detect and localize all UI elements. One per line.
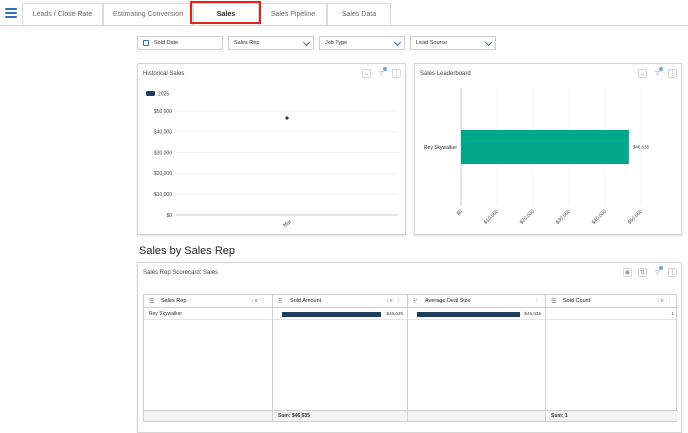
x-tick-label: $20,000 [519,208,536,225]
column-header[interactable]: ☰ Sales Rep ↓≡ ⋮ [144,295,272,308]
table-footer [144,410,272,421]
tab-leads-close-rate[interactable]: Leads / Close Rate [22,3,103,25]
menu-lines-icon: ☰ [551,299,557,305]
data-label: $46,635 [633,145,650,150]
sold-amount-sum: Sum: $46,635 [278,413,310,419]
x-tick-label: $50,000 [627,208,644,225]
sold-amount-value: $46,635 [386,311,403,316]
sold-count-value: 1 [671,311,674,316]
active-tab-highlight [190,1,261,24]
job-type-filter[interactable]: Job Type [319,36,405,50]
sales-rep-filter-label: Sales Rep [234,40,260,46]
column-header-label: Sold Amount [290,298,322,304]
more-options-icon[interactable]: ⋮ [534,298,540,304]
sales-rep-column: ☰ Sales Rep ↓≡ ⋮ Rey Skywalker [144,295,273,421]
lead-source-filter-label: Lead Source [416,40,448,46]
chevron-down-icon [393,38,402,47]
y-tick-label: Rey Skywalker [424,145,457,151]
sold-date-filter[interactable]: Sold Date [137,36,223,50]
y-tick-label: $0 [166,213,172,219]
section-title: Sales by Sales Rep [139,245,235,257]
tab-sales[interactable]: Sales [193,3,259,25]
y-tick-label: $40,000 [154,130,172,136]
x-tick-label: Mar [282,219,293,229]
sold-amount-bar [282,312,381,317]
sales-rep-filter[interactable]: Sales Rep [228,36,314,50]
y-tick-label: $20,000 [154,171,172,177]
table-footer: Sum: $46,635 [273,410,407,421]
sales-rep-scorecard-card: Sales Rep Scorecard: Sales ◉ ⇅ ▽ ⋮ [137,262,682,433]
divide-icon: ⅟ [413,299,417,305]
chevron-down-icon [302,38,311,47]
sold-amount-column: ⠿ Sold Amount ↓≡ ⋮ $46,635 Sum: $46,635 [273,295,408,421]
column-header-label: Average Deal Size [425,298,471,304]
scorecard-title: Sales Rep Scorecard: Sales [143,270,219,276]
historical-sales-card: Historical Sales ↔ ▽ ⋮ 2025 $0 $10,000 $20,… [137,63,406,235]
y-tick-label: $50,000 [154,109,172,115]
sales-rep-name: Rey Skywalker [149,311,183,317]
table-footer [408,410,545,421]
column-header[interactable]: ⠿ Sold Amount ↓≡ ⋮ [273,295,407,308]
visibility-icon[interactable]: ◉ [623,268,632,277]
table-row[interactable]: Rey Skywalker [144,309,272,320]
column-header-label: Sold Count [563,298,591,304]
tab-estimating-conversion[interactable]: Estimating Conversion [103,3,193,25]
sold-count-sum: Sum: 1 [551,413,568,419]
sales-leaderboard-title: Sales Leaderboard [420,71,471,77]
average-deal-size-column: ⅟ Average Deal Size ⋮ $46,635 [408,295,546,421]
filter-icon[interactable]: ▽ [653,67,663,78]
historical-sales-chart: 2025 $0 $10,000 $20,000 $30,000 $40,000 $50,00… [146,91,398,229]
menu-lines-icon: ☰ [149,299,155,305]
column-header[interactable]: ☰ Sold Count ↓≡ ⋮ [546,295,678,308]
filter-icon[interactable]: ▽ [377,67,387,78]
sales-leaderboard-chart: $0 $10,000 $20,000 $30,000 $40,000 $50,000 Rey… [424,88,650,226]
calendar-icon [143,40,149,46]
expand-icon[interactable]: ↔ [638,69,647,78]
leaderboard-bar [461,130,629,164]
sort-icon[interactable]: ⇅ [638,268,647,277]
filter-icon[interactable]: ▽ [653,266,663,277]
tab-sales-pipeline[interactable]: Sales Pipeline [259,3,327,25]
table-row[interactable]: $46,635 [408,309,545,320]
sort-options-icon[interactable]: ↓≡ ⋮ [657,298,673,304]
historical-sales-title: Historical Sales [143,71,185,77]
y-tick-label: $30,000 [154,150,172,156]
expand-icon[interactable]: ↔ [362,69,371,78]
sold-count-column: ☰ Sold Count ↓≡ ⋮ 1 Sum: 1 [546,295,678,421]
tab-sales-data[interactable]: Sales Data [327,3,391,25]
chevron-down-icon [484,38,493,47]
job-type-filter-label: Job Type [325,40,348,46]
lead-source-filter[interactable]: Lead Source [410,36,496,50]
x-tick-label: $0 [456,208,464,216]
sales-leaderboard-card: Sales Leaderboard ↔ ▽ ⋮ $0 $10,000 $20,000… [414,63,682,235]
more-options-icon[interactable]: ⋮ [668,69,677,78]
x-tick-label: $40,000 [591,208,608,225]
legend-label: 2025 [158,92,169,98]
average-deal-value: $46,635 [524,311,541,316]
legend-swatch [146,91,155,96]
average-deal-bar [417,312,520,317]
y-tick-label: $10,000 [154,192,172,198]
hamburger-menu-icon[interactable] [4,4,20,21]
scorecard-table: ☰ Sales Rep ↓≡ ⋮ Rey Skywalker ⠿ Sold Am… [143,294,678,422]
table-row[interactable]: 1 [546,309,678,320]
x-tick-label: $10,000 [483,208,500,225]
table-footer: Sum: 1 [546,410,678,421]
top-nav-bar: Leads / Close Rate Estimating Conversion… [0,0,688,26]
more-options-icon[interactable]: ⋮ [668,268,677,277]
drag-handle-icon: ⠿ [278,299,283,305]
more-options-icon[interactable]: ⋮ [392,69,401,78]
column-header[interactable]: ⅟ Average Deal Size ⋮ [408,295,545,308]
column-header-label: Sales Rep [161,298,187,304]
sort-options-icon[interactable]: ↓≡ ⋮ [386,298,402,304]
table-row[interactable]: $46,635 [273,309,407,320]
x-tick-label: $30,000 [555,208,572,225]
data-point [285,116,289,120]
sold-date-label: Sold Date [154,40,179,46]
sort-options-icon[interactable]: ↓≡ ⋮ [251,298,267,304]
